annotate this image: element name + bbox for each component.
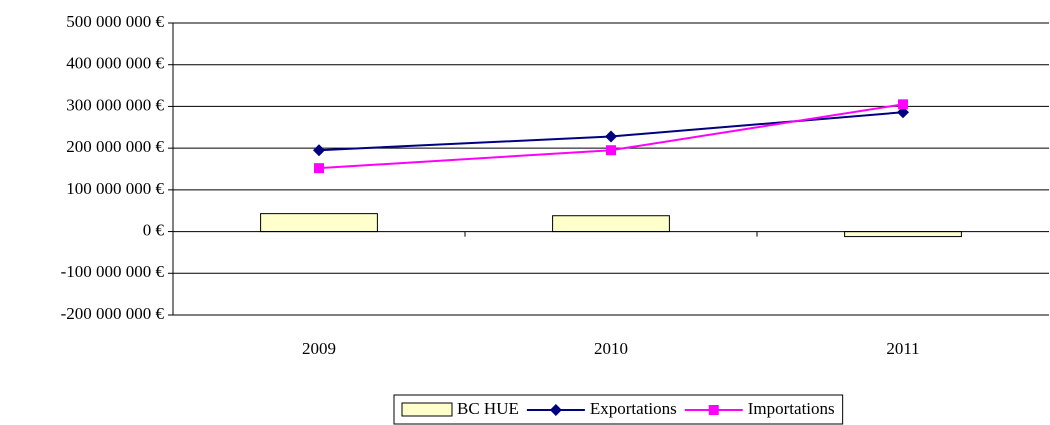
legend: BC HUE Exportations Importations: [393, 394, 844, 425]
marker: [549, 404, 562, 416]
x-tick-label: 2011: [886, 339, 919, 358]
bar: [260, 213, 378, 233]
x-tick-label: 2010: [594, 339, 628, 358]
legend-swatch: [401, 402, 453, 417]
y-tick-label: 0 €: [143, 220, 165, 239]
y-tick-label: 300 000 000 €: [66, 95, 164, 114]
y-tick-label: -200 000 000 €: [61, 304, 165, 323]
legend-label: BC HUE: [457, 399, 519, 418]
marker: [898, 99, 908, 110]
y-tick-label: 400 000 000 €: [66, 54, 164, 73]
y-tick-label: 100 000 000 €: [66, 179, 164, 198]
y-tick-label: 500 000 000 €: [66, 12, 164, 31]
y-tick-label: -100 000 000 €: [61, 262, 165, 281]
legend-box: [393, 394, 844, 425]
bar: [844, 231, 962, 238]
marker: [314, 163, 324, 174]
bar: [552, 215, 670, 233]
legend-label: Importations: [748, 399, 835, 418]
marker: [605, 130, 617, 143]
legend-label: Exportations: [590, 399, 677, 418]
marker: [606, 145, 616, 156]
y-tick-label: 200 000 000 €: [66, 137, 164, 156]
marker: [708, 405, 719, 415]
x-tick-label: 2009: [302, 339, 336, 358]
marker: [313, 144, 325, 157]
